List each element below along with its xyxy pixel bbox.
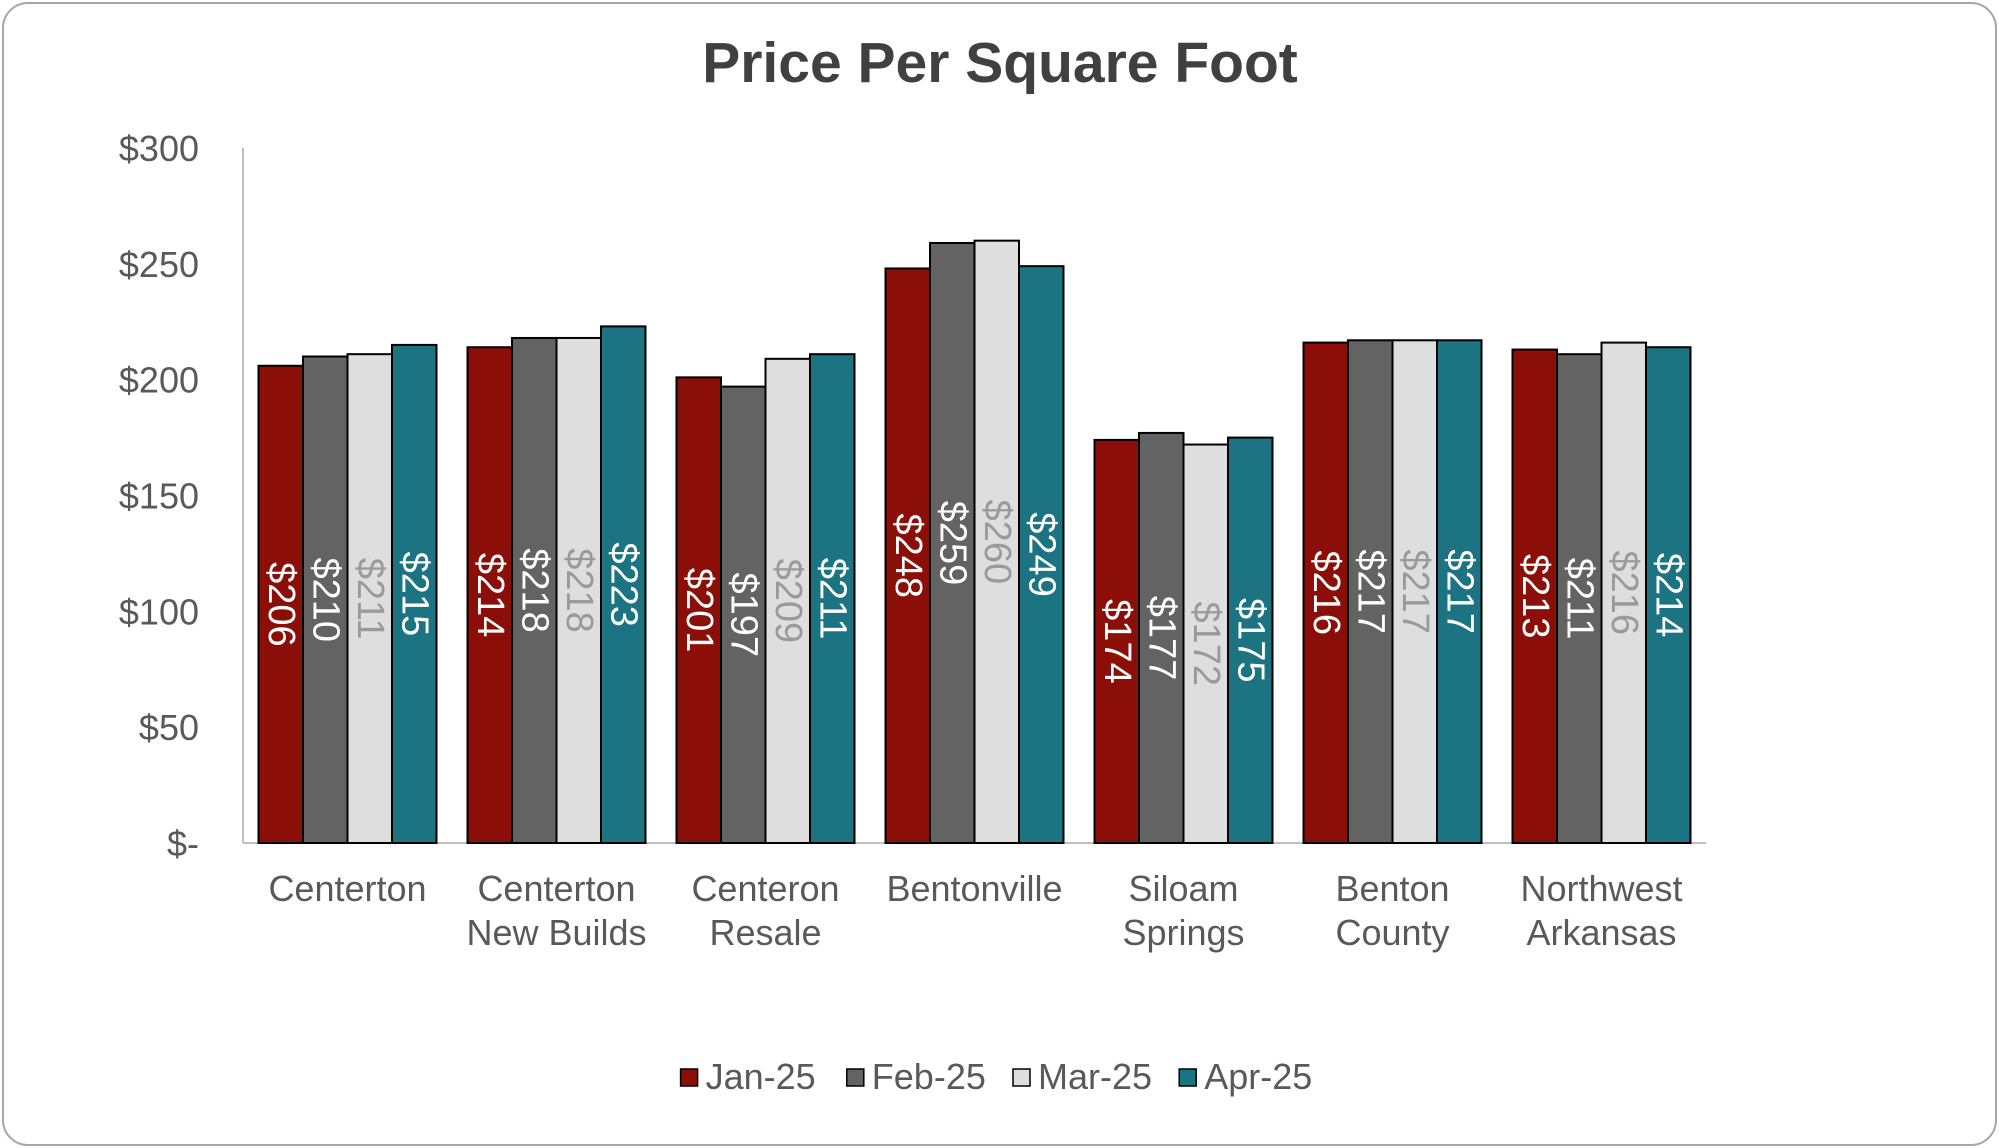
bar-value-label: $211 — [1558, 558, 1600, 640]
y-tick-label: $300 — [119, 128, 199, 169]
bar-value-label: $174 — [1096, 599, 1138, 684]
bar-value-label: $172 — [1185, 601, 1227, 686]
legend-swatch — [846, 1068, 865, 1087]
bar — [884, 267, 931, 844]
bar-value-label: $217 — [1394, 549, 1436, 634]
chart-title: Price Per Square Foot — [702, 31, 1298, 95]
data-labels: $206 $210 $211 $215 $214 $218 $218 $223 $201 $197… — [260, 500, 1690, 686]
bar-value-label: $214 — [1647, 553, 1689, 638]
y-tick-label: $50 — [139, 707, 199, 748]
x-category-label: Northwest Arkansas — [1520, 868, 1682, 953]
x-category-label: Benton County — [1335, 868, 1449, 953]
bar — [764, 357, 811, 844]
bar — [973, 239, 1020, 844]
bar-value-label: $249 — [1020, 512, 1062, 597]
bar-value-label: $216 — [1305, 551, 1347, 636]
bar-value-label: $215 — [393, 552, 435, 637]
bar — [511, 336, 558, 844]
legend-label: Mar-25 — [1038, 1056, 1152, 1097]
bar-value-label: $260 — [976, 500, 1018, 585]
bar — [1645, 346, 1692, 844]
bar-value-label: $175 — [1229, 598, 1271, 683]
x-category-label: Siloam Springs — [1122, 868, 1244, 953]
bar — [1302, 341, 1349, 844]
bar-value-label: $218 — [558, 548, 600, 633]
legend-swatch — [679, 1068, 699, 1087]
bar-value-label: $210 — [304, 557, 346, 642]
bar-value-label: $216 — [1603, 551, 1645, 636]
bar — [720, 385, 767, 844]
legend-label: Jan-25 — [706, 1056, 816, 1097]
bar-value-label: $223 — [602, 542, 644, 627]
y-tick-label: $100 — [119, 591, 199, 632]
bar — [302, 355, 349, 844]
bar — [929, 241, 976, 844]
bar-value-label: $213 — [1514, 554, 1556, 639]
y-tick-label: $150 — [119, 476, 199, 517]
y-axis: $- $50 $100 $150 $200 $250 $300 — [119, 128, 244, 864]
bar — [600, 325, 647, 844]
x-category-label: Bentonville — [886, 868, 1062, 909]
bar-value-label: $259 — [931, 501, 973, 586]
bar-value-label: $211 — [811, 558, 853, 640]
bar-series — [257, 239, 1692, 844]
legend: Jan-25 Feb-25 Mar-25 Apr-25 — [679, 1056, 1312, 1097]
bar-value-label: $197 — [722, 573, 764, 658]
bar — [1391, 339, 1438, 844]
bar — [1436, 339, 1483, 844]
y-tick-label: $250 — [119, 244, 199, 285]
x-category-label: Centeron Resale — [691, 868, 839, 953]
legend-label: Feb-25 — [872, 1056, 986, 1097]
bar-value-label: $218 — [513, 548, 555, 633]
bar — [391, 343, 438, 844]
bar-value-label: $217 — [1349, 549, 1391, 634]
x-category-label: Centerton — [268, 868, 426, 909]
bar — [1347, 339, 1394, 844]
bar — [1182, 443, 1229, 844]
legend-swatch — [1012, 1068, 1031, 1087]
x-axis: Centerton Centerton New Builds Centeron Resa… — [243, 842, 1706, 953]
bar-value-label: $206 — [260, 562, 302, 647]
y-tick-label: $200 — [119, 360, 199, 401]
bar — [1227, 436, 1274, 844]
bar — [1018, 265, 1065, 844]
bar-value-label: $248 — [887, 513, 929, 598]
bar-value-label: $201 — [678, 568, 720, 653]
bar-value-label: $217 — [1438, 549, 1480, 634]
bar — [466, 346, 513, 844]
bar — [809, 353, 856, 844]
bar — [1556, 353, 1603, 844]
y-tick-label: $- — [167, 823, 199, 864]
bar-value-label: $209 — [767, 559, 809, 644]
x-category-label: Centerton New Builds — [466, 868, 646, 953]
bar — [346, 353, 393, 844]
bar-value-label: $211 — [349, 558, 391, 640]
legend-label: Apr-25 — [1204, 1056, 1312, 1097]
bar — [555, 336, 602, 844]
bar — [257, 364, 304, 844]
bar-value-label: $214 — [469, 553, 511, 638]
bar-value-label: $177 — [1140, 596, 1182, 681]
bar — [675, 376, 722, 844]
legend-swatch — [1178, 1068, 1197, 1087]
bar — [1511, 348, 1558, 844]
